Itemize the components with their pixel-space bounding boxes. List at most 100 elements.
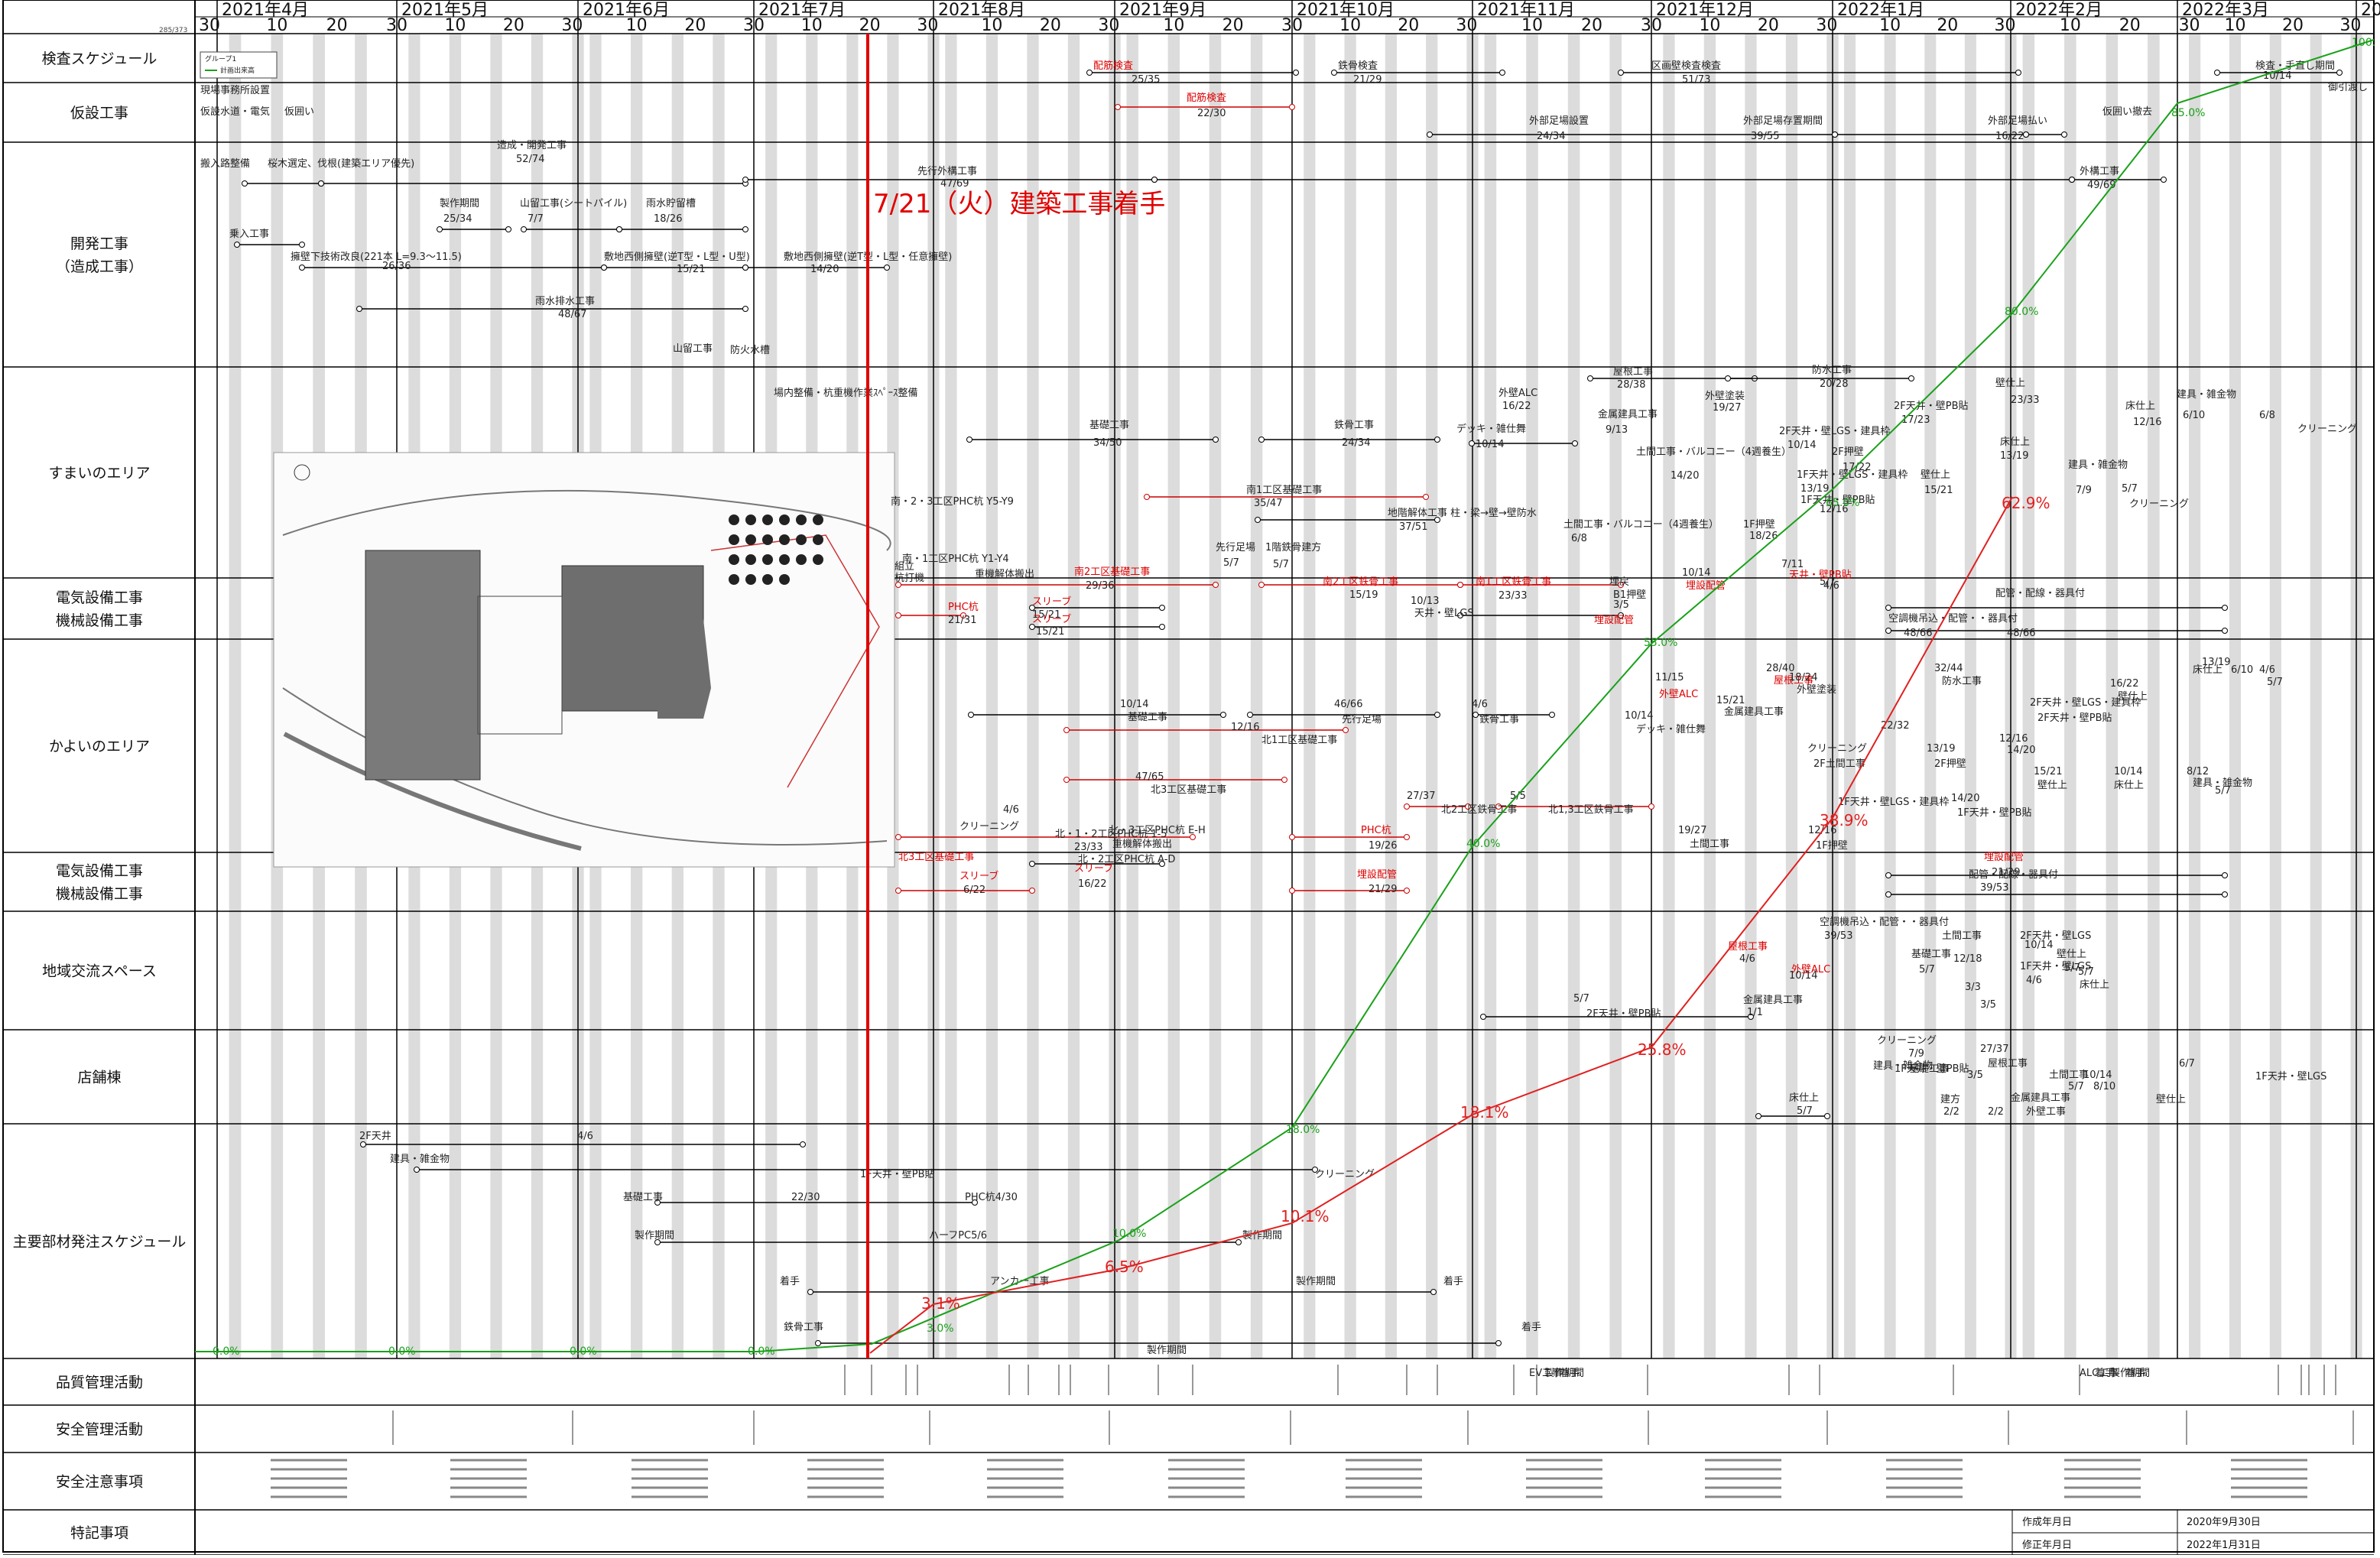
- task-node: [437, 226, 443, 232]
- task-label: 14/20: [1951, 793, 1979, 804]
- task-label: 3/5: [1967, 1070, 1983, 1081]
- plan-tree: [729, 574, 739, 585]
- task-label: 2F押壁: [1832, 446, 1864, 458]
- task-node: [1159, 624, 1165, 630]
- task-label: 7/9: [1908, 1048, 1924, 1060]
- task-label: 32/44: [1934, 663, 1963, 674]
- task-label: 北・3工区PHC杭 E-H: [1109, 825, 1206, 836]
- task-label: 28/38: [1617, 379, 1645, 391]
- task-label: 床仕上: [2193, 664, 2223, 676]
- row-label: 仮設工事: [70, 105, 128, 122]
- day-tick: 20: [326, 16, 348, 35]
- planned-pct-label: 0.0%: [388, 1345, 416, 1358]
- month-label: 2021年7月: [758, 1, 846, 20]
- task-label: 北1工区基礎工事: [1261, 735, 1337, 746]
- task-node: [360, 1141, 366, 1147]
- task-label: 床仕上: [1789, 1092, 1819, 1104]
- task-label: 製作期間: [2110, 1368, 2150, 1379]
- row-label-line: 安全管理活動: [56, 1421, 143, 1438]
- task-label: 先行足場: [1216, 542, 1255, 553]
- task-label: 1F押壁: [1816, 840, 1848, 852]
- day-tick: 10: [1339, 16, 1361, 35]
- task-label: 外部足場払い: [1988, 115, 2047, 127]
- month-label: 2021年12月: [1656, 1, 1754, 20]
- planned-pct-label: 18.0%: [1286, 1124, 1320, 1136]
- row-label-line: すまいのエリア: [48, 465, 150, 482]
- task-label: 防水工事: [1812, 364, 1852, 376]
- task-node: [1144, 494, 1150, 500]
- task-label: 鉄骨検査: [1338, 60, 1378, 72]
- task-node: [742, 226, 748, 232]
- month-label: 2021年10月: [1297, 1, 1395, 20]
- task-label: 埋戻: [1609, 576, 1629, 588]
- task-node: [742, 265, 748, 271]
- month-label: 2021年9月: [1119, 1, 1206, 20]
- task-label: 製作期間: [1242, 1230, 1282, 1242]
- task-label: 25/35: [1132, 74, 1160, 86]
- task-label: 南2工区鉄骨工事: [1323, 576, 1398, 588]
- revised-label: 修正年月日: [2022, 1540, 2072, 1551]
- weekend-shade: [1027, 34, 1039, 1358]
- task-node: [1748, 1014, 1754, 1020]
- task-node: [895, 834, 901, 840]
- task-label: 外壁工事: [2026, 1106, 2066, 1118]
- day-tick: 10: [626, 16, 648, 35]
- planned-pct-label: 0.0%: [570, 1345, 597, 1358]
- task-label: 仮囲い撤去: [2102, 105, 2152, 118]
- task-label: 26/36: [382, 261, 411, 272]
- actual-pct-label: 25.8%: [1638, 1040, 1687, 1059]
- task-label: 配筋検査: [1093, 60, 1133, 72]
- weekend-shade: [1745, 34, 1757, 1358]
- actual-pct-label: 62.9%: [2002, 494, 2050, 512]
- task-label: 外部足場存置期間: [1743, 115, 1823, 127]
- row-label-line: 電気設備工事: [56, 863, 143, 880]
- task-node: [1832, 131, 1838, 138]
- task-node: [1885, 628, 1891, 634]
- task-label: 13/19: [1800, 483, 1829, 495]
- month-label: 20: [2361, 1, 2380, 20]
- task-node: [2061, 131, 2067, 138]
- weekend-shade: [1126, 34, 1138, 1358]
- day-tick: 30: [1456, 16, 1477, 35]
- day-tick: 10: [801, 16, 823, 35]
- task-label: 着手: [1521, 1321, 1541, 1333]
- day-tick: 20: [1398, 16, 1419, 35]
- planned-pct-label: 0.0%: [213, 1345, 240, 1358]
- task-label: 15/21: [1036, 626, 1064, 638]
- task-label: 御引渡し: [2328, 81, 2368, 93]
- task-label: 5/7: [2068, 1081, 2084, 1092]
- task-label: 47/65: [1135, 771, 1164, 783]
- day-tick: 20: [503, 16, 524, 35]
- task-node: [1255, 517, 1261, 523]
- task-label: 46/66: [1334, 699, 1362, 710]
- task-node: [1587, 375, 1593, 381]
- task-label: 製作期間: [1296, 1276, 1336, 1287]
- task-node: [1495, 1340, 1502, 1346]
- task-label: 鉄骨工事: [1479, 714, 1519, 725]
- task-label: 10/14: [2114, 766, 2142, 777]
- plan-road: [282, 489, 891, 551]
- plan-tree: [745, 534, 756, 545]
- task-node: [2222, 628, 2228, 634]
- task-label: 金属建具工事: [1743, 994, 1803, 1006]
- plan-tree: [729, 534, 739, 545]
- row-label: 特記事項: [70, 1525, 128, 1542]
- weekend-shade: [2022, 34, 2035, 1358]
- day-tick: 30: [1641, 16, 1662, 35]
- task-node: [356, 306, 362, 312]
- task-node: [1499, 70, 1505, 76]
- weekend-shade: [1526, 34, 1538, 1358]
- task-label: 16/22: [1078, 878, 1106, 890]
- day-tick: 20: [684, 16, 706, 35]
- day-tick: 30: [917, 16, 938, 35]
- task-label: 山留工事: [673, 343, 713, 355]
- day-tick: 30: [1098, 16, 1119, 35]
- task-label: 15/19: [1349, 589, 1378, 601]
- task-label: 基礎工事: [623, 1192, 663, 1203]
- task-label: 13/19: [1927, 743, 1955, 755]
- plan-tree: [762, 514, 773, 525]
- task-label: 2F天井・壁PB貼: [1586, 1008, 1661, 1020]
- row-label: 検査スケジュール: [42, 50, 157, 67]
- task-label: 14/20: [1671, 470, 1699, 482]
- task-label: 6/8: [2259, 410, 2275, 421]
